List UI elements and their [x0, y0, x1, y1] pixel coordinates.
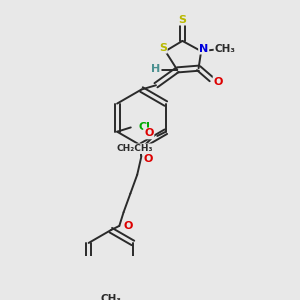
Text: CH₃: CH₃ — [214, 44, 236, 54]
Text: O: O — [144, 128, 154, 138]
Text: N: N — [199, 44, 208, 54]
Text: S: S — [159, 43, 167, 53]
Text: S: S — [178, 15, 186, 25]
Text: O: O — [144, 154, 153, 164]
Text: H: H — [151, 64, 160, 74]
Text: O: O — [214, 77, 223, 87]
Text: Cl: Cl — [139, 122, 150, 132]
Text: CH₃: CH₃ — [100, 294, 121, 300]
Text: O: O — [123, 221, 133, 231]
Text: CH₂CH₃: CH₂CH₃ — [117, 144, 153, 153]
